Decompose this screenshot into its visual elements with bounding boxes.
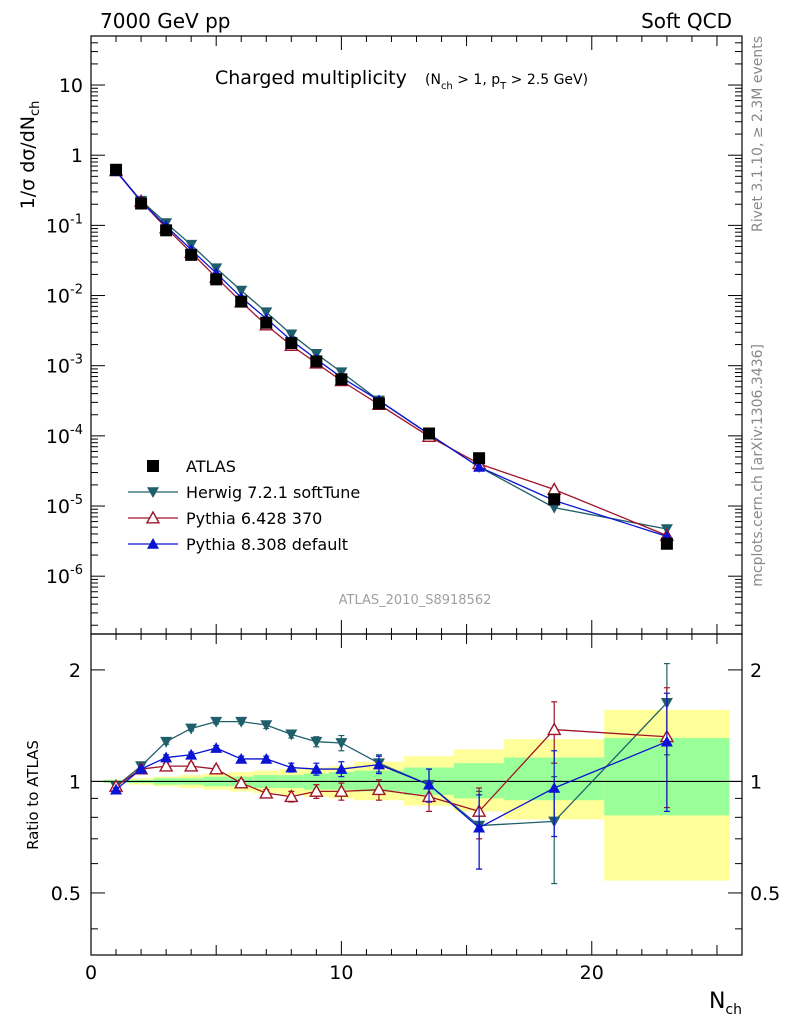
ratio-point xyxy=(260,720,273,732)
side-mcplots: mcplots.cern.ch [arXiv:1306.3436] xyxy=(750,344,766,587)
ratio-point xyxy=(371,782,387,796)
ratio-y-tick-label-left: 2 xyxy=(69,660,81,682)
main-point xyxy=(110,163,123,176)
main-point xyxy=(235,285,248,297)
main-point xyxy=(473,460,486,472)
ratio-ylabel: Ratio to ATLAS xyxy=(24,740,42,850)
ratio-point xyxy=(309,783,324,797)
main-series-layer xyxy=(108,163,675,550)
header-left: 7000 GeV pp xyxy=(100,9,231,33)
x-axis-label: Nch xyxy=(709,989,742,1018)
main-point xyxy=(260,316,273,329)
ratio-series-layer xyxy=(108,662,675,885)
ratio-point xyxy=(158,758,174,772)
ratio-point xyxy=(160,736,173,748)
legend-marker xyxy=(147,538,159,549)
main-point xyxy=(160,224,173,237)
ratio-point xyxy=(260,752,273,764)
main-point xyxy=(473,452,486,465)
legend-label: Pythia 6.428 370 xyxy=(186,509,322,528)
x-tick-label: 10 xyxy=(329,962,353,984)
y-tick-label: 10-3 xyxy=(46,353,83,378)
y-tick-label: 10-5 xyxy=(46,493,83,518)
ratio-y-tick-label-left: 1 xyxy=(69,771,81,793)
legend-marker xyxy=(147,487,159,498)
axes-layer: 0 10 20 10 1 10-1 10-2 10-3 10-4 10-5 10-6 0.5 0.5 1 1… xyxy=(46,35,780,984)
y-tick-label: 10-2 xyxy=(46,283,83,308)
main-point xyxy=(660,537,673,550)
ratio-point xyxy=(185,723,198,735)
legend-label: Herwig 7.2.1 softTune xyxy=(186,483,360,502)
ratio-point xyxy=(209,761,224,775)
main-point xyxy=(335,373,348,386)
main-series-line xyxy=(115,170,668,537)
side-rivet: Rivet 3.1.10, ≥ 2.3M events xyxy=(750,36,766,232)
ratio-point xyxy=(234,775,249,789)
ratio-point xyxy=(285,729,298,741)
main-point xyxy=(235,295,248,308)
main-series-line xyxy=(115,170,668,537)
ratio-point xyxy=(235,752,248,764)
legend-label: Pythia 8.308 default xyxy=(186,535,348,554)
main-point xyxy=(185,248,198,261)
ratio-point xyxy=(548,781,561,793)
ratio-point xyxy=(547,722,562,736)
ratio-point xyxy=(110,783,123,795)
main-point xyxy=(310,355,323,368)
ratio-point xyxy=(185,748,198,760)
main-title: Charged multiplicity xyxy=(215,67,407,89)
legend-label: ATLAS xyxy=(186,457,236,476)
ratio-point xyxy=(660,735,673,747)
main-point xyxy=(285,337,298,350)
ratio-point xyxy=(183,758,199,772)
main-point xyxy=(210,273,223,286)
legend: ATLAS Herwig 7.2.1 softTune Pythia 6.428 3… xyxy=(128,457,360,554)
ratio-point xyxy=(160,751,173,763)
main-point xyxy=(547,482,562,496)
x-tick-label: 20 xyxy=(580,962,604,984)
watermark: ATLAS_2010_S8918562 xyxy=(339,593,492,608)
main-point xyxy=(423,427,436,440)
ratio-point xyxy=(259,785,274,799)
ratio-point xyxy=(235,716,248,728)
ratio-point xyxy=(210,716,223,728)
legend-marker xyxy=(145,510,161,524)
ratio-point xyxy=(473,821,486,833)
main-point xyxy=(135,197,148,210)
main-point xyxy=(548,493,561,506)
ratio-point xyxy=(335,738,348,749)
x-tick-label: 0 xyxy=(85,962,97,984)
ratio-point xyxy=(423,778,436,790)
ratio-point xyxy=(335,763,348,774)
ratio-y-tick-label-right: 1 xyxy=(750,771,762,793)
y-tick-label: 10 xyxy=(59,75,83,97)
ratio-y-tick-label-left: 0.5 xyxy=(51,883,81,905)
ratio-point xyxy=(284,789,299,803)
ratio-point xyxy=(310,736,323,748)
ratio-point xyxy=(210,742,223,753)
ratio-y-tick-label-right: 0.5 xyxy=(750,883,780,905)
main-point xyxy=(372,397,385,410)
ratio-point xyxy=(135,763,148,774)
legend-marker xyxy=(147,460,159,472)
y-tick-label: 10-1 xyxy=(46,212,83,237)
ratio-point xyxy=(310,763,323,774)
y-tick-label: 1 xyxy=(71,145,83,167)
y-tick-label: 10-4 xyxy=(46,423,83,448)
ratio-point xyxy=(285,761,298,773)
ratio-y-tick-label-right: 2 xyxy=(750,660,762,682)
main-ylabel: 1/σ dσ/dNch xyxy=(17,101,43,210)
main-subtitle: (Nch > 1, pT > 2.5 GeV) xyxy=(425,72,588,92)
main-point xyxy=(548,502,561,514)
ratio-point xyxy=(334,783,349,797)
ratio-point xyxy=(372,758,385,770)
y-tick-label: 10-6 xyxy=(46,563,83,588)
header-right: Soft QCD xyxy=(641,9,732,33)
